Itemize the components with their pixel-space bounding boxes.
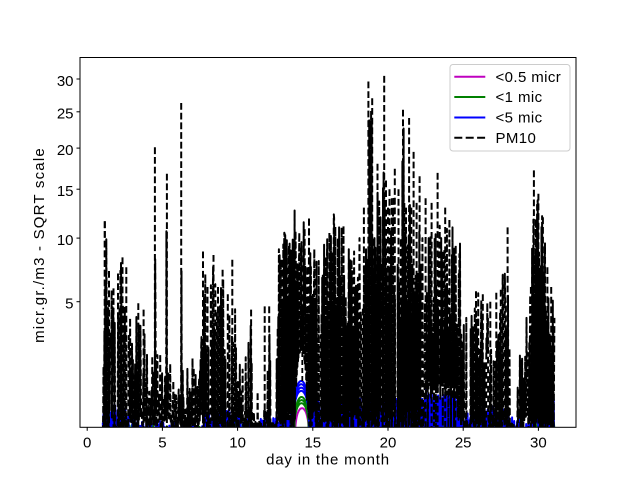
svg-text:<5 mic: <5 mic — [496, 110, 543, 127]
svg-text:15: 15 — [304, 435, 321, 452]
svg-text:25: 25 — [455, 435, 472, 452]
svg-text:<1 mic: <1 mic — [496, 89, 543, 106]
svg-text:5: 5 — [65, 296, 73, 313]
svg-text:10: 10 — [229, 435, 246, 452]
svg-text:20: 20 — [57, 142, 74, 159]
svg-text:30: 30 — [57, 73, 74, 90]
svg-text:15: 15 — [57, 183, 74, 200]
svg-text:micr.gr./m3 - SQRT scale: micr.gr./m3 - SQRT scale — [31, 147, 48, 343]
svg-text:PM10: PM10 — [496, 130, 537, 147]
svg-text:10: 10 — [57, 232, 74, 249]
svg-text:<0.5 micr: <0.5 micr — [496, 69, 562, 86]
svg-text:5: 5 — [158, 435, 166, 452]
svg-text:20: 20 — [380, 435, 397, 452]
svg-text:0: 0 — [83, 435, 91, 452]
svg-text:day in the month: day in the month — [266, 452, 390, 469]
svg-text:25: 25 — [57, 106, 74, 123]
svg-text:30: 30 — [530, 435, 547, 452]
